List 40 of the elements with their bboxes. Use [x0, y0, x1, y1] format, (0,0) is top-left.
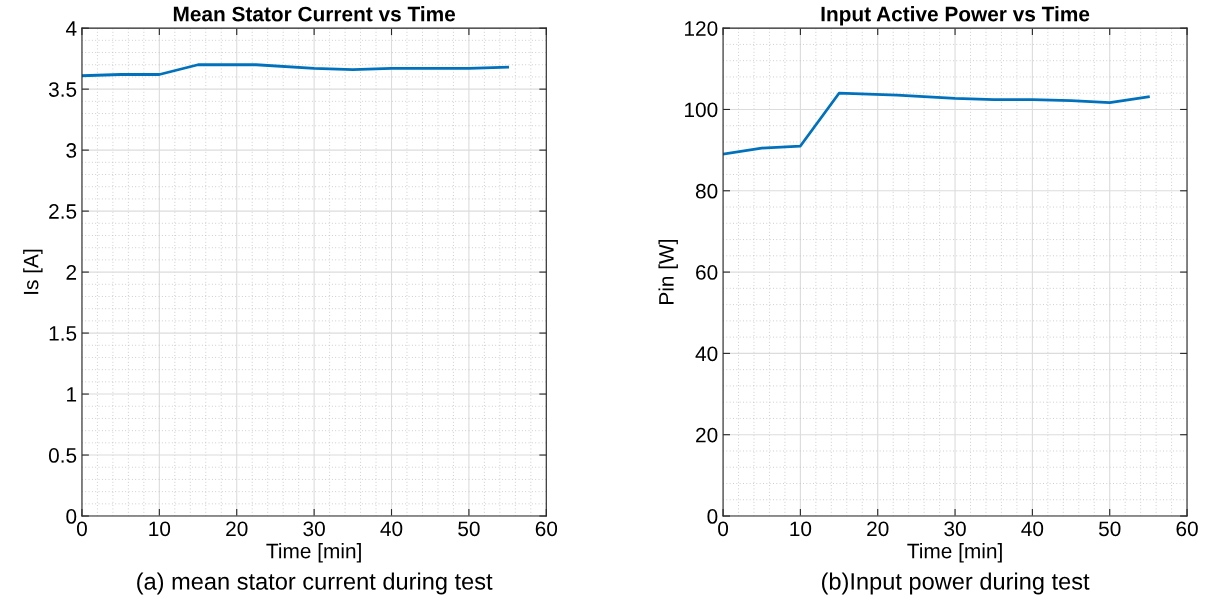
y-tick-label: 3	[66, 143, 77, 158]
y-tick-label: 0	[66, 509, 77, 524]
x-axis-title: Time [min]	[907, 543, 1002, 563]
y-tick-label: 1	[67, 387, 77, 402]
x-tick-label: 50	[1098, 521, 1121, 537]
line-series	[723, 91, 1150, 156]
x-tick-label: 10	[790, 521, 812, 537]
x-tick-label: 20	[226, 521, 248, 537]
y-tick-label: 60	[696, 265, 718, 280]
x-tick-label: 0	[718, 521, 729, 537]
y-tick-label: 3.5	[48, 82, 77, 97]
line-series	[81, 63, 509, 78]
x-tick-label: 30	[944, 521, 966, 537]
chart-title: Mean Stator Current vs Time	[173, 6, 456, 22]
y-tick-label: 1.5	[49, 326, 77, 341]
x-tick-label: 40	[1021, 521, 1044, 537]
text: (a) mean stator current during test	[137, 572, 493, 595]
y-tick-label: 0	[707, 509, 718, 524]
x-tick-label: 40	[380, 521, 403, 537]
y-tick-label: 0.5	[48, 448, 77, 463]
y-tick-label: 40	[695, 346, 718, 362]
y-tick-label: 120	[685, 21, 718, 36]
y-tick-label: 80	[695, 183, 718, 199]
y-axis-title: Pin [W]	[658, 240, 678, 304]
y-tick-label: 2	[66, 265, 77, 280]
y-axis-title: Is [A]	[23, 249, 43, 294]
y-tick-label: 4	[65, 21, 77, 36]
x-tick-label: 50	[458, 521, 480, 537]
x-tick-label: 20	[867, 521, 889, 537]
x-tick-label: 0	[76, 521, 87, 537]
x-tick-label: 30	[303, 521, 325, 537]
chart-title: Input Active Power vs Time	[821, 6, 1090, 26]
y-tick-label: 100	[685, 102, 718, 118]
x-tick-label: 10	[149, 521, 171, 537]
x-tick-label: 60	[535, 521, 558, 537]
y-tick-label: 20	[696, 427, 718, 443]
y-tick-label: 2.5	[49, 204, 77, 219]
text: (b)Input power during test	[822, 572, 1090, 595]
x-tick-label: 60	[1176, 521, 1198, 537]
x-axis-title: Time [min]	[266, 543, 361, 563]
